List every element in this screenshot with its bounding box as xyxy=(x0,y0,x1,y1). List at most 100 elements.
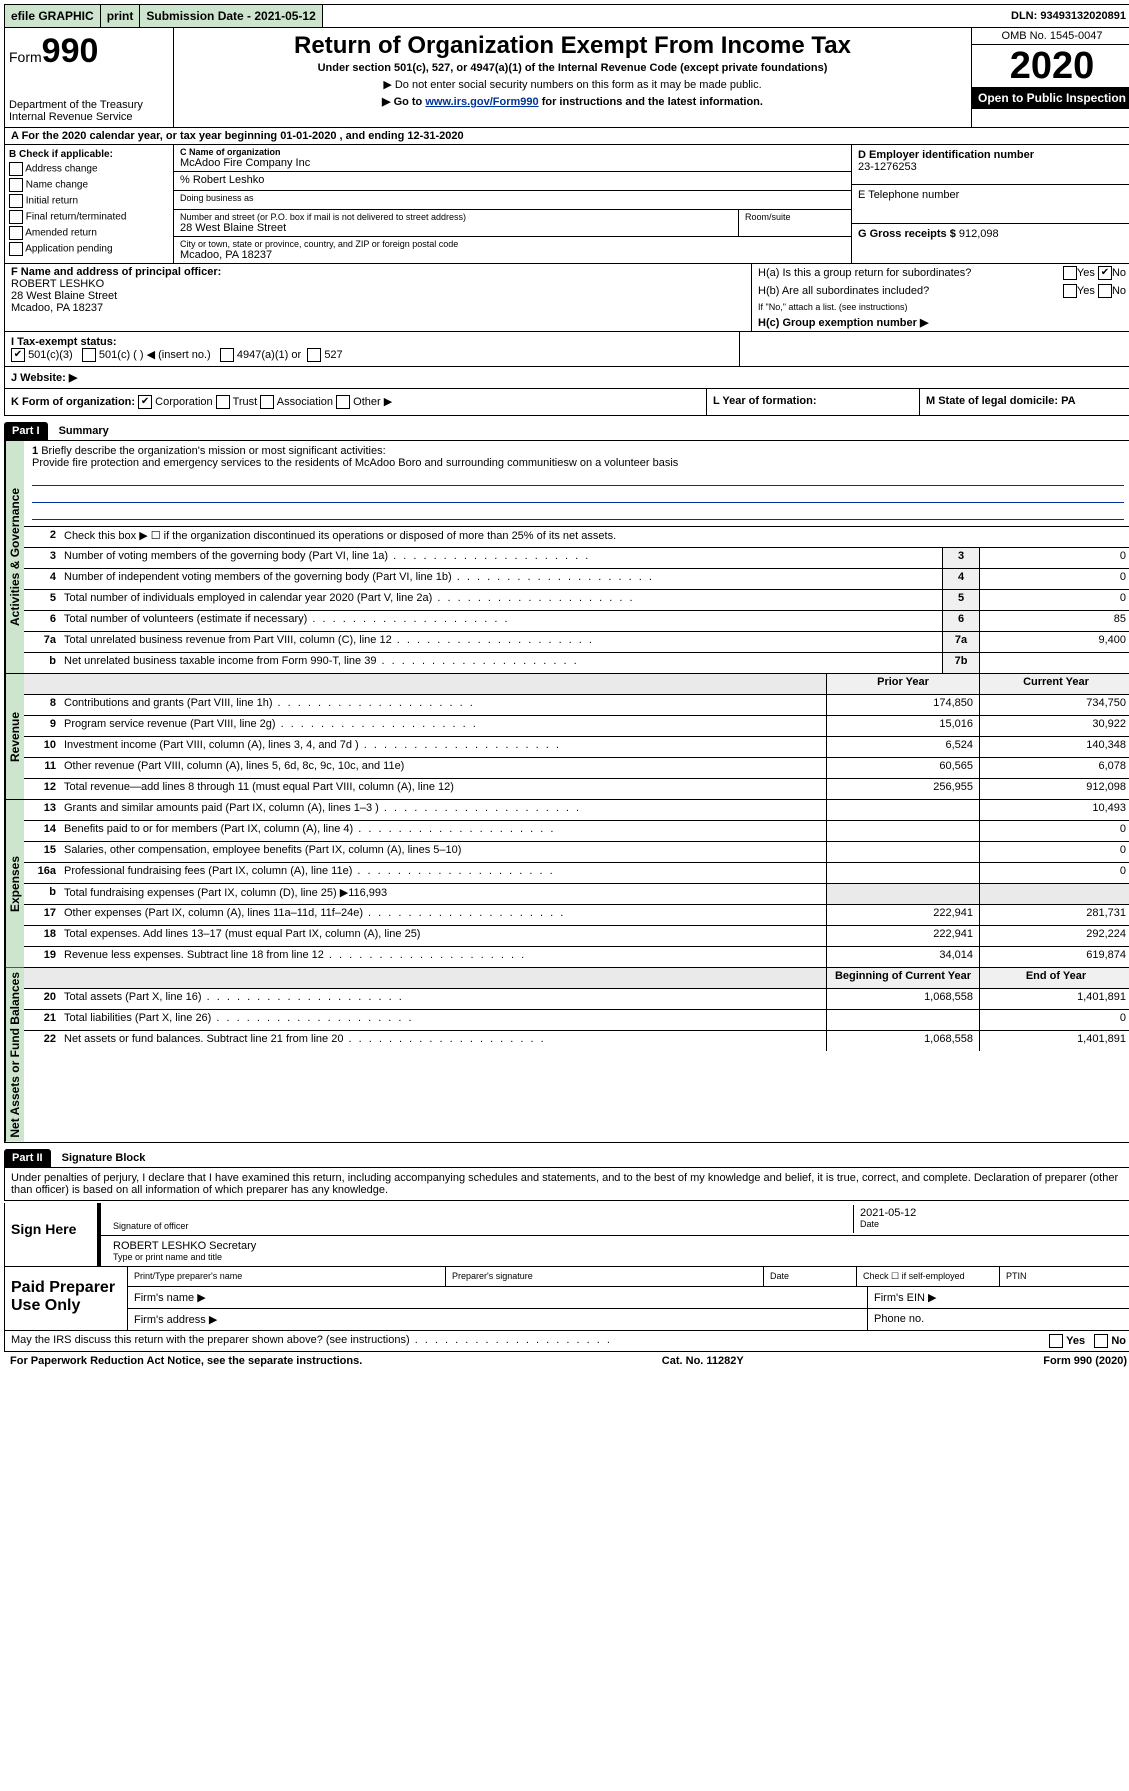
tab-governance: Activities & Governance xyxy=(5,441,24,673)
l10-curr: 140,348 xyxy=(979,737,1129,757)
l9-desc: Program service revenue (Part VIII, line… xyxy=(60,716,826,736)
cb-501c3[interactable] xyxy=(11,348,25,362)
l13-prior xyxy=(826,800,979,820)
box-c: C Name of organization McAdoo Fire Compa… xyxy=(174,145,852,263)
print-button[interactable]: print xyxy=(101,5,141,27)
cb-amended[interactable] xyxy=(9,226,23,240)
tab-revenue: Revenue xyxy=(5,674,24,799)
l8-curr: 734,750 xyxy=(979,695,1129,715)
l7b-val xyxy=(979,653,1129,673)
l16a-prior xyxy=(826,863,979,883)
cb-assoc[interactable] xyxy=(260,395,274,409)
prep-sig-label: Preparer's signature xyxy=(446,1267,764,1286)
cb-527[interactable] xyxy=(307,348,321,362)
cb-other[interactable] xyxy=(336,395,350,409)
l19-prior: 34,014 xyxy=(826,947,979,967)
l10-prior: 6,524 xyxy=(826,737,979,757)
l1-label: Briefly describe the organization's miss… xyxy=(41,445,385,457)
l21-boy xyxy=(826,1010,979,1030)
firm-addr-label: Firm's address ▶ xyxy=(128,1309,868,1330)
pra-notice: For Paperwork Reduction Act Notice, see … xyxy=(10,1355,362,1367)
h-b-note: If "No," attach a list. (see instruction… xyxy=(752,300,1129,314)
h-c-label: H(c) Group exemption number ▶ xyxy=(752,314,1129,331)
yes-2: Yes xyxy=(1077,285,1095,297)
cb-label-5: Application pending xyxy=(25,244,112,255)
g-value: 912,098 xyxy=(959,228,999,240)
g-label: G Gross receipts $ xyxy=(858,228,956,240)
no-1: No xyxy=(1112,267,1126,279)
l12-curr: 912,098 xyxy=(979,779,1129,799)
care-of: % Robert Leshko xyxy=(174,172,851,191)
cb-trust[interactable] xyxy=(216,395,230,409)
l19-curr: 619,874 xyxy=(979,947,1129,967)
tab-expenses: Expenses xyxy=(5,800,24,967)
form-subtitle: Under section 501(c), 527, or 4947(a)(1)… xyxy=(178,62,967,74)
row-a-period: A For the 2020 calendar year, or tax yea… xyxy=(4,128,1129,145)
form-990-text: 990 xyxy=(42,32,99,70)
efile-badge: efile GRAPHIC xyxy=(5,5,101,27)
hb-yes[interactable] xyxy=(1063,284,1077,298)
boy-hdr: Beginning of Current Year xyxy=(826,968,979,988)
cb-address-change[interactable] xyxy=(9,162,23,176)
l3-box: 3 xyxy=(942,548,979,568)
l9-prior: 15,016 xyxy=(826,716,979,736)
cb-initial-return[interactable] xyxy=(9,194,23,208)
discuss-no[interactable] xyxy=(1094,1334,1108,1348)
h-b-label: H(b) Are all subordinates included? xyxy=(758,285,929,297)
discuss-yes[interactable] xyxy=(1049,1334,1063,1348)
l21-desc: Total liabilities (Part X, line 26) xyxy=(60,1010,826,1030)
sign-here-label: Sign Here xyxy=(5,1203,99,1266)
l7b-desc: Net unrelated business taxable income fr… xyxy=(60,653,942,673)
h-a-label: H(a) Is this a group return for subordin… xyxy=(758,267,971,279)
l15-curr: 0 xyxy=(979,842,1129,862)
part2-badge: Part II xyxy=(4,1149,51,1167)
j-website: J Website: ▶ xyxy=(4,367,1129,389)
cb-final-return[interactable] xyxy=(9,210,23,224)
ha-no[interactable] xyxy=(1098,266,1112,280)
l7a-box: 7a xyxy=(942,632,979,652)
dln-label: DLN: 93493132020891 xyxy=(1005,5,1129,27)
cb-corp[interactable] xyxy=(138,395,152,409)
l8-desc: Contributions and grants (Part VIII, lin… xyxy=(60,695,826,715)
d-label: D Employer identification number xyxy=(858,149,1126,161)
topbar-spacer xyxy=(323,5,1005,27)
ptin-label: PTIN xyxy=(1000,1267,1129,1286)
sig-date-value: 2021-05-12 xyxy=(860,1207,1120,1219)
opt-501c3: 501(c)(3) xyxy=(28,349,73,361)
l6-desc: Total number of volunteers (estimate if … xyxy=(60,611,942,631)
mission-ul3 xyxy=(32,505,1124,520)
f-label: F Name and address of principal officer: xyxy=(11,266,745,278)
l16a-desc: Professional fundraising fees (Part IX, … xyxy=(60,863,826,883)
cb-app-pending[interactable] xyxy=(9,242,23,256)
box-b: B Check if applicable: Address change Na… xyxy=(5,145,174,263)
l22-eoy: 1,401,891 xyxy=(979,1031,1129,1051)
curr-year-hdr: Current Year xyxy=(979,674,1129,694)
section-fh: F Name and address of principal officer:… xyxy=(4,264,1129,332)
yes-1: Yes xyxy=(1077,267,1095,279)
cb-501c[interactable] xyxy=(82,348,96,362)
hb-no[interactable] xyxy=(1098,284,1112,298)
l17-desc: Other expenses (Part IX, column (A), lin… xyxy=(60,905,826,925)
cb-name-change[interactable] xyxy=(9,178,23,192)
eoy-hdr: End of Year xyxy=(979,968,1129,988)
l6-box: 6 xyxy=(942,611,979,631)
city-label: City or town, state or province, country… xyxy=(180,239,845,249)
part1-badge: Part I xyxy=(4,422,48,440)
k-opt-3: Other ▶ xyxy=(353,396,392,408)
discuss-label: May the IRS discuss this return with the… xyxy=(11,1334,612,1348)
ha-yes[interactable] xyxy=(1063,266,1077,280)
i-label: I Tax-exempt status: xyxy=(11,336,117,348)
sig-date-label: Date xyxy=(860,1219,1120,1229)
irs-link[interactable]: www.irs.gov/Form990 xyxy=(425,96,538,108)
l14-desc: Benefits paid to or for members (Part IX… xyxy=(60,821,826,841)
prep-name-label: Print/Type preparer's name xyxy=(128,1267,446,1286)
ein-value: 23-1276253 xyxy=(858,161,1126,173)
l17-prior: 222,941 xyxy=(826,905,979,925)
cb-4947[interactable] xyxy=(220,348,234,362)
no-2: No xyxy=(1112,285,1126,297)
form-number: Form990 xyxy=(9,32,169,71)
l17-curr: 281,731 xyxy=(979,905,1129,925)
form-prefix: Form xyxy=(9,49,42,65)
k-label: K Form of organization: xyxy=(11,396,135,408)
l3-val: 0 xyxy=(979,548,1129,568)
